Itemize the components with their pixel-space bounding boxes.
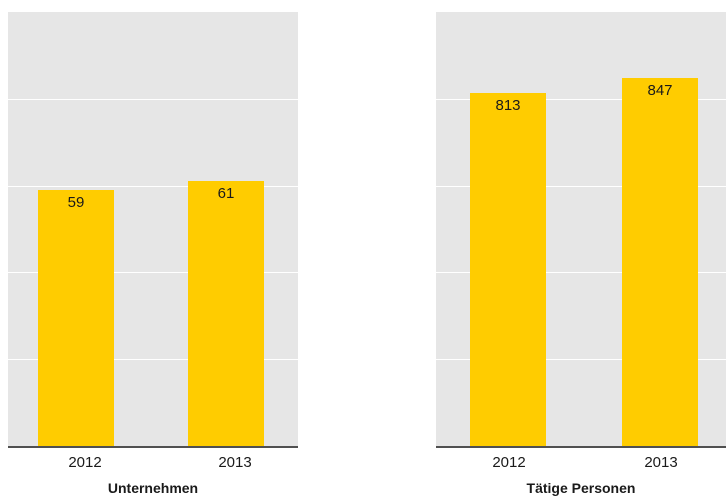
plot-area-unternehmen: 59 61: [8, 12, 298, 448]
data-label-2012: 813: [495, 97, 521, 115]
x-axis-label-taetige-personen: Tätige Personen: [526, 480, 636, 496]
x-axis-label-unternehmen: Unternehmen: [107, 480, 199, 496]
gridline: [436, 185, 726, 187]
gridline: [8, 98, 298, 100]
gridline: [8, 185, 298, 187]
tick-label-2013: 2013: [218, 454, 252, 471]
x-axis-line: [8, 446, 298, 448]
bar-2012: [38, 189, 114, 446]
gridline: [8, 359, 298, 361]
tick-label-2013: 2013: [644, 454, 678, 471]
data-label-2013: 61: [217, 185, 235, 203]
gridline: [436, 272, 726, 274]
bar-2013: [622, 78, 698, 446]
tick-label-2012: 2012: [68, 454, 102, 471]
data-label-2013: 847: [647, 82, 673, 100]
bar-2013: [188, 181, 264, 446]
tick-label-2012: 2012: [492, 454, 526, 471]
gridline: [436, 98, 726, 100]
bar-2012: [470, 93, 546, 446]
gridline: [436, 359, 726, 361]
plot-area-taetige-personen: 813 847: [436, 12, 726, 448]
gridline: [8, 272, 298, 274]
data-label-2012: 59: [67, 193, 85, 211]
x-axis-line: [436, 446, 726, 448]
